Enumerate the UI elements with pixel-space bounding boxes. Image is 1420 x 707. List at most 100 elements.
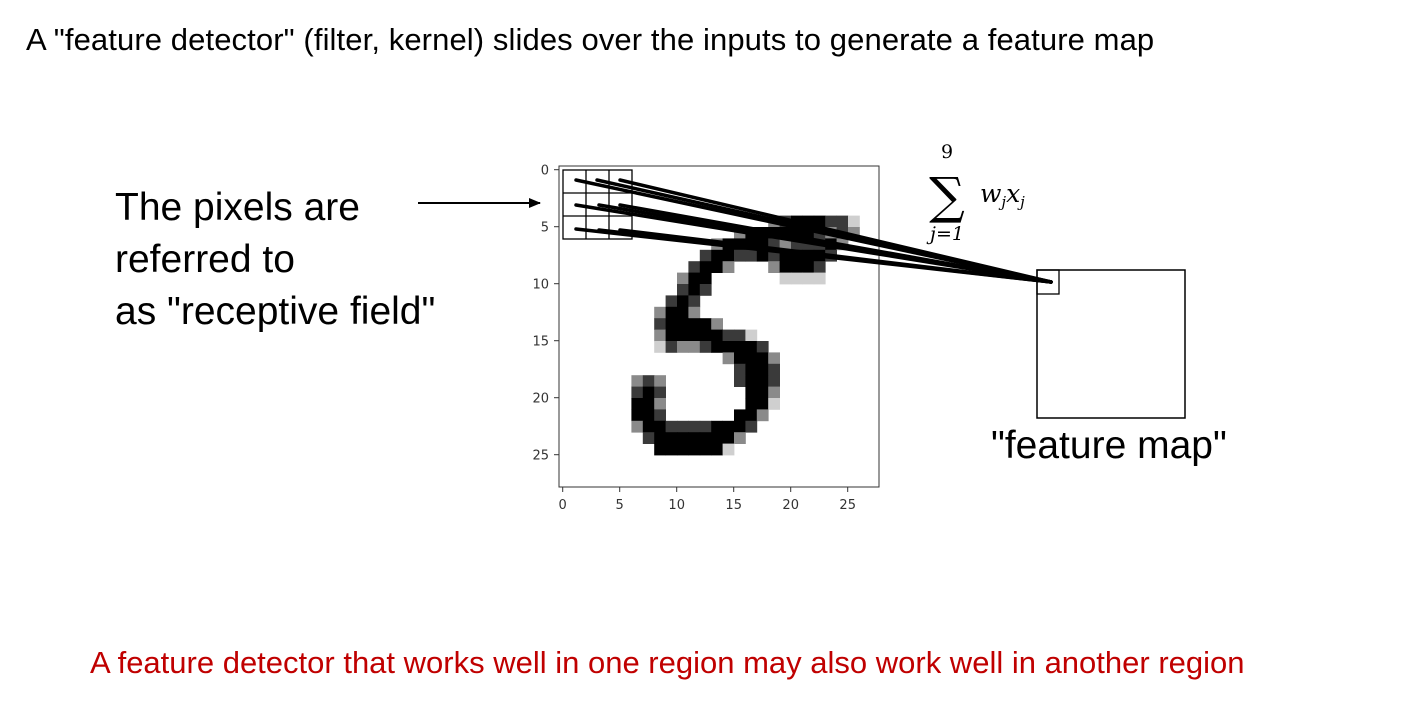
digit-pixel xyxy=(722,341,735,353)
digit-pixel xyxy=(756,352,769,365)
x-tick-label: 5 xyxy=(616,498,624,513)
digit-pixel xyxy=(813,215,826,228)
digit-pixel xyxy=(699,443,712,456)
digit-pixel xyxy=(756,238,769,251)
digit-pixel xyxy=(711,443,723,456)
sum-symbol: ∑ xyxy=(929,167,965,225)
digit-pixel xyxy=(802,272,815,285)
digit-pixel xyxy=(768,375,780,387)
digit-pixel xyxy=(711,420,723,433)
digit-pixel xyxy=(756,341,769,353)
feature-map-box xyxy=(1036,269,1186,419)
digit-pixel xyxy=(745,409,758,422)
digit-pixel xyxy=(734,249,746,262)
convergence-lines xyxy=(574,178,1053,284)
digit-pixel xyxy=(791,249,803,262)
digit-pixel xyxy=(768,363,780,376)
digit-pixel xyxy=(688,420,701,433)
digit-pixel xyxy=(654,341,666,353)
digit-pixel xyxy=(756,409,769,422)
receptive-field-label-line: referred to xyxy=(115,238,295,281)
digit-pixel xyxy=(791,227,803,239)
connection-line xyxy=(618,203,1053,284)
digit-pixel xyxy=(665,295,678,308)
digit-pixel xyxy=(734,409,746,422)
digit-pixel xyxy=(677,432,689,444)
digit-pixel xyxy=(768,386,780,399)
connection-line xyxy=(618,178,1053,284)
digit-pixel xyxy=(654,420,666,433)
digit-pixel xyxy=(654,432,666,444)
digit-pixel xyxy=(768,249,780,262)
digit-pixel xyxy=(654,409,666,422)
digit-pixel xyxy=(631,386,644,399)
digit-pixel xyxy=(722,329,735,342)
digit-pixel xyxy=(677,306,689,319)
plot-ticks: 0 5 10 15 20 25 0 5 10 15 20 25 xyxy=(532,164,856,513)
digit-pixel xyxy=(756,249,769,262)
digit-pixel xyxy=(688,261,701,273)
digit-pixel xyxy=(665,420,678,433)
digit-pixel xyxy=(791,238,803,251)
digit-pixel xyxy=(654,306,666,319)
digit-pixel xyxy=(677,341,689,353)
digit-pixel xyxy=(745,352,758,365)
receptive-field-label-line: The pixels are xyxy=(115,186,360,229)
y-tick-label: 25 xyxy=(532,449,549,464)
connection-line xyxy=(618,228,1053,284)
digit-pixel xyxy=(677,420,689,433)
x-tick-label: 25 xyxy=(839,498,856,513)
digit-pixel xyxy=(734,375,746,387)
y-tick-label: 0 xyxy=(541,164,549,179)
receptive-field-label: The pixels are referred to as "receptive… xyxy=(115,182,435,338)
digit-pixel xyxy=(779,249,792,262)
receptive-field-box xyxy=(562,169,633,240)
digit-pixel xyxy=(642,386,655,399)
digit-pixel xyxy=(699,272,712,285)
digit-pixel xyxy=(791,272,803,285)
upper-limit: 9 xyxy=(941,141,953,163)
digit-pixel xyxy=(699,341,712,353)
x-tick-label: 10 xyxy=(668,498,685,513)
feature-map-cell xyxy=(1036,269,1060,295)
digit-pixel xyxy=(745,329,758,342)
digit-pixel xyxy=(711,329,723,342)
digit-pixel xyxy=(722,443,735,456)
digit-pixel xyxy=(768,398,780,410)
digit-pixel xyxy=(722,432,735,444)
digit-pixel xyxy=(665,432,678,444)
digit-pixel xyxy=(756,386,769,399)
digit-pixel xyxy=(642,420,655,433)
digit-pixel xyxy=(722,420,735,433)
digit-pixel xyxy=(802,227,815,239)
digit-pixel xyxy=(631,420,644,433)
digit-pixel xyxy=(677,318,689,330)
digit-pixel xyxy=(699,249,712,262)
digit-pixel xyxy=(631,375,644,387)
digit-pixel xyxy=(745,386,758,399)
digit-pixel xyxy=(665,329,678,342)
digit-pixel xyxy=(848,227,860,239)
digit-pixel xyxy=(779,238,792,251)
pixel-grid xyxy=(631,215,860,456)
digit-pixel xyxy=(734,352,746,365)
digit-pixel xyxy=(779,261,792,273)
digit-pixel xyxy=(688,306,701,319)
y-tick-label: 5 xyxy=(541,221,549,236)
digit-pixel xyxy=(791,261,803,273)
footer-note: A feature detector that works well in on… xyxy=(90,645,1245,680)
digit-pixel xyxy=(688,341,701,353)
digit-pixel xyxy=(642,432,655,444)
digit-pixel xyxy=(665,306,678,319)
slide-heading: A "feature detector" (filter, kernel) sl… xyxy=(26,22,1155,57)
digit-pixel xyxy=(654,329,666,342)
digit-pixel xyxy=(665,341,678,353)
digit-pixel xyxy=(688,432,701,444)
digit-pixel xyxy=(677,295,689,308)
y-tick-label: 20 xyxy=(532,392,549,407)
digit-pixel xyxy=(677,284,689,296)
digit-pixel xyxy=(654,318,666,330)
digit-pixel xyxy=(802,261,815,273)
digit-pixel xyxy=(688,284,701,296)
